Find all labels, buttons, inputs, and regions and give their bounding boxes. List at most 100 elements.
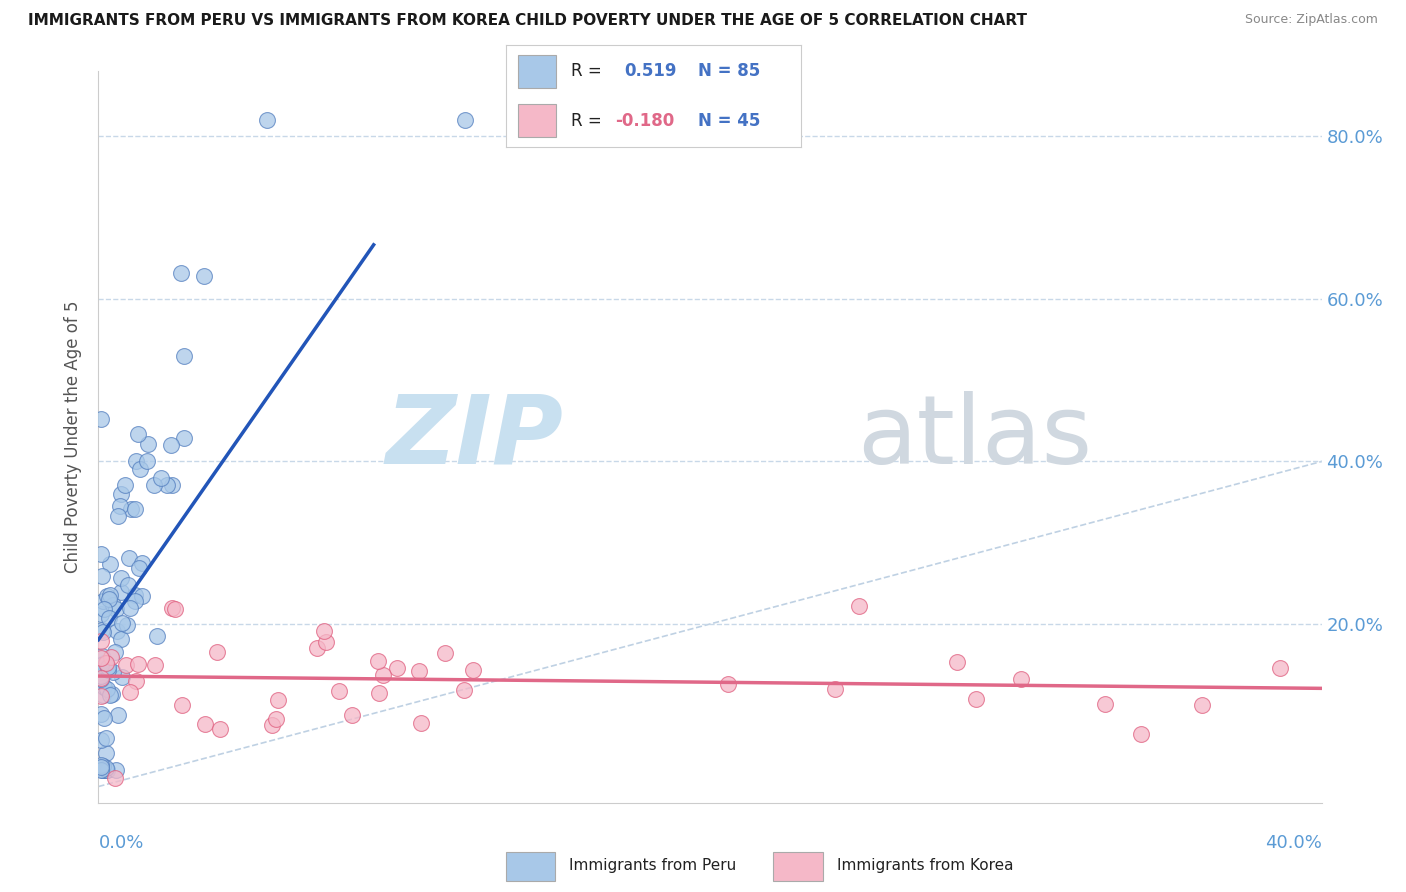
Point — [105, 602, 128, 616]
Point — [170, 698, 193, 712]
Point — [91, 764, 114, 778]
Point — [117, 550, 139, 565]
Point — [156, 478, 179, 492]
Y-axis label: Child Poverty Under the Age of 5: Child Poverty Under the Age of 5 — [65, 301, 83, 574]
Text: Source: ZipAtlas.com: Source: ZipAtlas.com — [1244, 13, 1378, 27]
Point — [340, 707, 363, 722]
Point — [107, 509, 129, 524]
Point — [848, 599, 870, 613]
Text: N = 45: N = 45 — [697, 112, 761, 129]
Text: atlas: atlas — [856, 391, 1092, 483]
Point — [128, 561, 150, 575]
Point — [463, 663, 485, 677]
Text: R =: R = — [571, 62, 602, 80]
Point — [90, 760, 112, 774]
Point — [96, 764, 118, 778]
Point — [965, 692, 987, 706]
Point — [90, 732, 112, 747]
Point — [434, 646, 457, 660]
Point — [96, 731, 118, 746]
Point — [208, 722, 231, 736]
Point — [90, 672, 112, 686]
Point — [117, 578, 139, 592]
Point — [124, 501, 146, 516]
Point — [100, 649, 122, 664]
Point — [91, 764, 114, 778]
Point — [1130, 727, 1153, 741]
Point — [173, 349, 195, 363]
Point — [103, 598, 125, 612]
Point — [315, 634, 337, 648]
Point — [110, 632, 132, 647]
Point — [1268, 660, 1291, 674]
Point — [91, 688, 114, 702]
Point — [96, 681, 118, 696]
Point — [104, 645, 127, 659]
Point — [170, 266, 193, 280]
Point — [90, 764, 112, 778]
Point — [110, 571, 132, 585]
Point — [124, 674, 146, 689]
Point — [125, 454, 148, 468]
Point — [90, 658, 112, 673]
Point — [1191, 698, 1213, 712]
Point — [96, 761, 118, 775]
Point — [165, 602, 187, 616]
Point — [90, 671, 112, 685]
Point — [131, 557, 153, 571]
Point — [110, 585, 132, 599]
Text: Immigrants from Korea: Immigrants from Korea — [837, 858, 1014, 872]
Point — [385, 661, 408, 675]
Point — [131, 589, 153, 603]
Point — [90, 689, 112, 703]
Point — [98, 592, 121, 607]
Point — [115, 618, 138, 632]
Point — [136, 454, 159, 468]
Point — [90, 668, 112, 682]
Text: IMMIGRANTS FROM PERU VS IMMIGRANTS FROM KOREA CHILD POVERTY UNDER THE AGE OF 5 C: IMMIGRANTS FROM PERU VS IMMIGRANTS FROM … — [28, 13, 1028, 29]
Point — [114, 478, 136, 492]
Point — [90, 633, 112, 648]
Point — [96, 764, 118, 778]
Point — [368, 686, 391, 700]
Point — [98, 611, 121, 625]
Point — [637, 113, 661, 128]
Point — [110, 487, 132, 501]
Point — [96, 656, 118, 670]
Point — [160, 477, 183, 491]
Text: -0.180: -0.180 — [616, 112, 675, 129]
Point — [120, 502, 142, 516]
Text: N = 85: N = 85 — [697, 62, 761, 80]
Point — [93, 759, 115, 773]
Point — [90, 757, 112, 772]
Point — [408, 665, 430, 679]
FancyBboxPatch shape — [517, 55, 557, 87]
Point — [90, 648, 112, 663]
Point — [93, 594, 115, 608]
FancyBboxPatch shape — [773, 852, 823, 881]
Text: ZIP: ZIP — [385, 391, 564, 483]
Point — [93, 601, 115, 615]
Point — [90, 548, 112, 562]
Point — [127, 427, 149, 442]
Point — [105, 763, 128, 777]
Text: R =: R = — [571, 112, 602, 129]
Point — [371, 668, 394, 682]
Point — [101, 687, 124, 701]
Point — [193, 269, 215, 284]
Point — [118, 685, 141, 699]
Point — [143, 657, 166, 672]
Point — [110, 500, 132, 514]
Point — [205, 645, 228, 659]
Point — [367, 654, 389, 668]
Point — [107, 708, 129, 723]
Point — [267, 692, 290, 706]
Point — [453, 682, 475, 697]
Point — [717, 677, 740, 691]
Point — [93, 680, 115, 694]
Point — [90, 658, 112, 673]
Point — [946, 655, 969, 669]
Point — [454, 113, 477, 128]
Point — [124, 594, 146, 608]
Point — [262, 718, 284, 732]
